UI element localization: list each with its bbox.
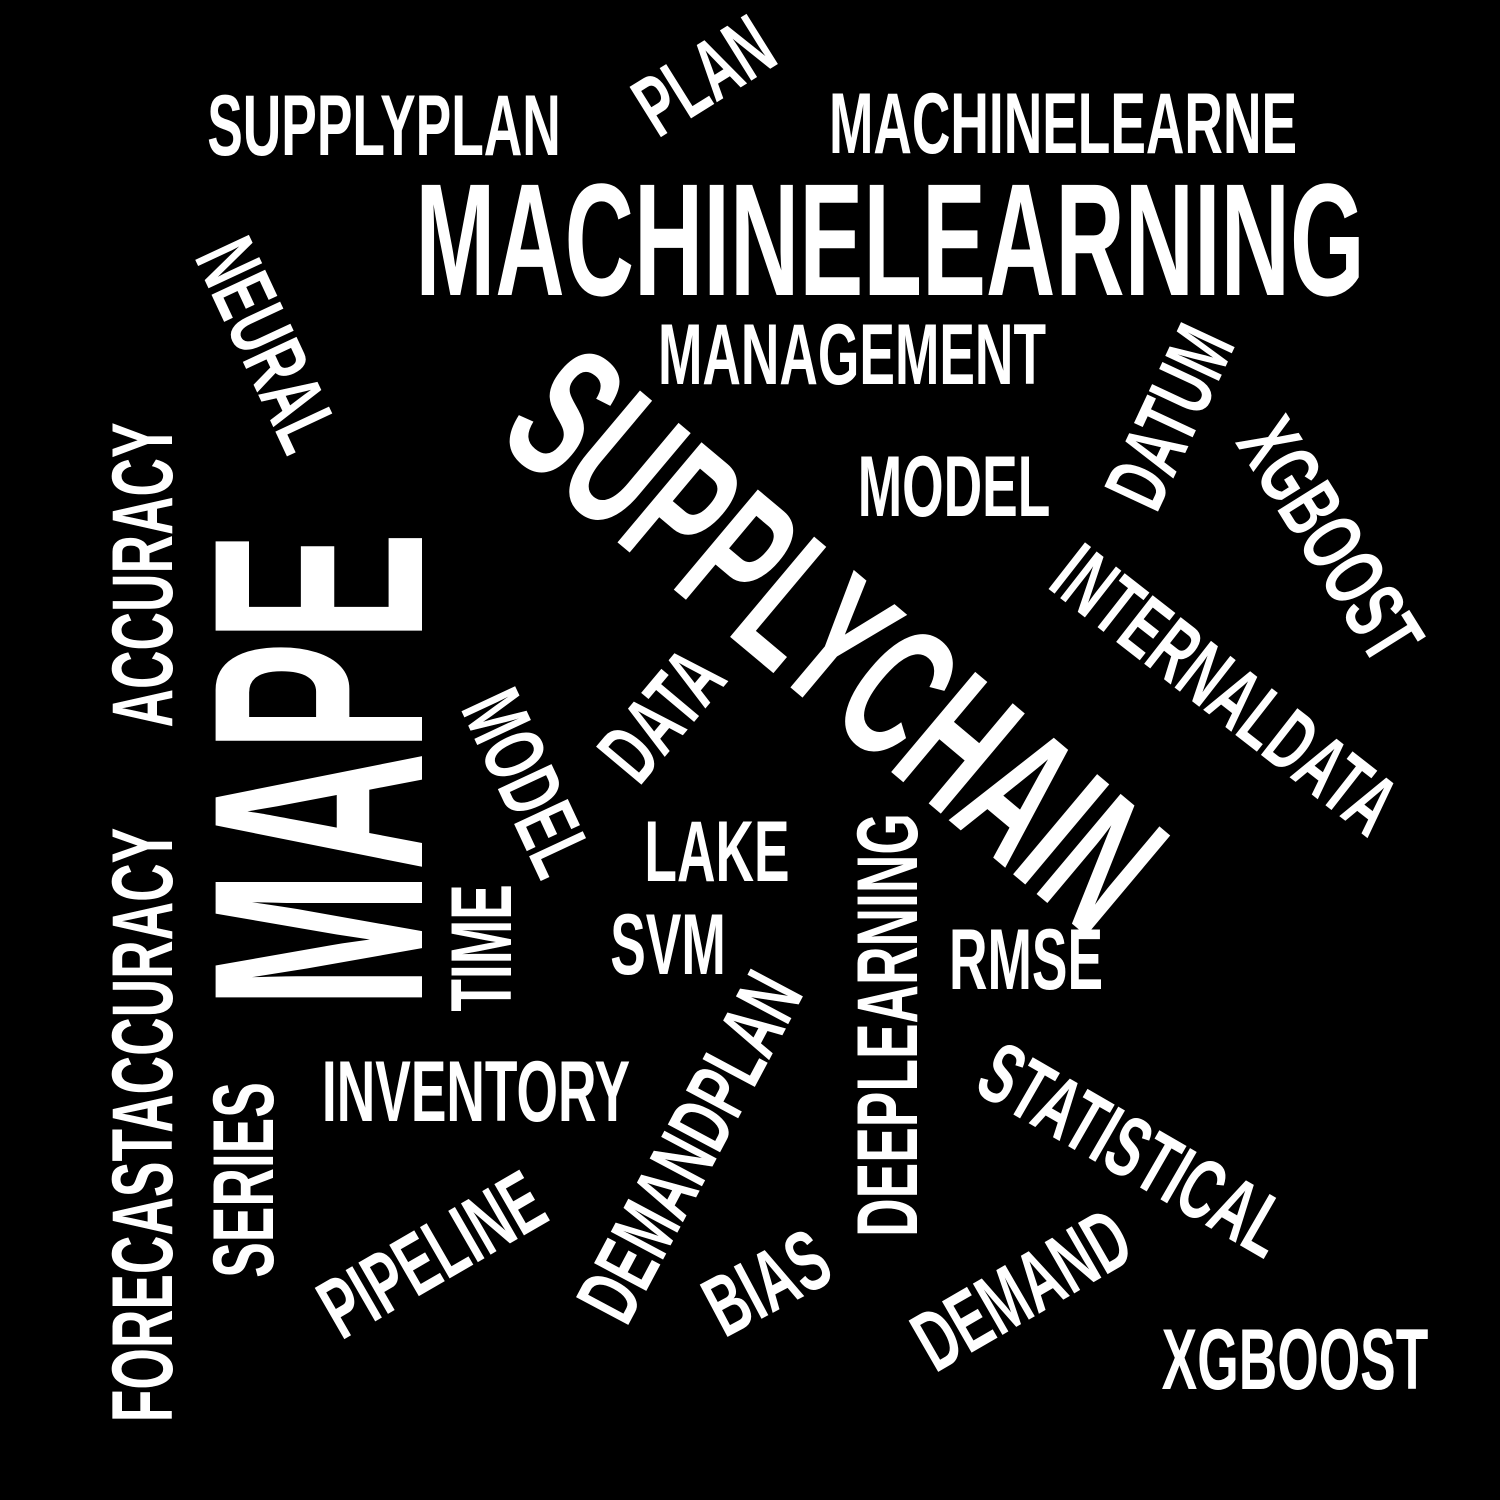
word-bias: BIAS xyxy=(688,1210,846,1356)
word-deeplearning: DEEPLEARNING xyxy=(840,813,936,1237)
word-machinelearning: MACHINELEARNING xyxy=(415,150,1365,329)
word-time: TIME xyxy=(434,884,530,1012)
word-series: SERIES xyxy=(196,1082,292,1278)
word-model-top: MODEL xyxy=(857,439,1051,535)
word-xgboost-bottom: XGBOOST xyxy=(1161,1312,1429,1408)
word-inventory: INVENTORY xyxy=(321,1044,631,1140)
word-pipeline: PIPELINE xyxy=(302,1152,562,1358)
word-rmse: RMSE xyxy=(948,912,1104,1008)
word-datum: DATUM xyxy=(1086,311,1254,523)
word-supplyplan: SUPPLYPLAN xyxy=(207,78,561,174)
word-xgboost-right: XGBOOST xyxy=(1218,401,1442,679)
word-neural: NEURAL xyxy=(176,224,358,466)
word-machinelearne: MACHINELEARNE xyxy=(828,76,1298,172)
word-demand: DEMAND xyxy=(896,1189,1148,1391)
word-lake: LAKE xyxy=(644,804,790,900)
word-forecastaccuracy: FORECASTACCURACY xyxy=(95,827,191,1423)
word-statistical: STATISTICAL xyxy=(962,1023,1304,1277)
word-mape: MAPE xyxy=(150,531,486,1009)
word-svm: SVM xyxy=(610,897,726,993)
word-plan: PLAN xyxy=(617,0,791,156)
word-management: MANAGEMENT xyxy=(657,307,1047,403)
